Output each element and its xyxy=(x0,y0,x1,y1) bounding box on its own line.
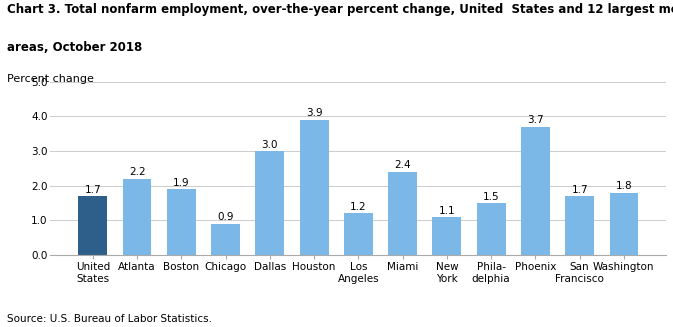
Text: 1.2: 1.2 xyxy=(350,202,367,212)
Text: 3.0: 3.0 xyxy=(262,140,278,150)
Bar xyxy=(610,193,638,255)
Text: Source: U.S. Bureau of Labor Statistics.: Source: U.S. Bureau of Labor Statistics. xyxy=(7,314,212,324)
Bar xyxy=(299,120,328,255)
Text: 1.8: 1.8 xyxy=(616,181,632,191)
Bar xyxy=(211,224,240,255)
Bar xyxy=(433,217,461,255)
Text: 2.4: 2.4 xyxy=(394,161,411,170)
Text: 1.7: 1.7 xyxy=(85,185,101,195)
Bar xyxy=(565,196,594,255)
Text: 3.9: 3.9 xyxy=(306,109,322,118)
Text: 2.2: 2.2 xyxy=(129,167,145,178)
Bar xyxy=(167,189,196,255)
Bar xyxy=(79,196,107,255)
Text: Chart 3. Total nonfarm employment, over-the-year percent change, United  States : Chart 3. Total nonfarm employment, over-… xyxy=(7,3,673,16)
Bar xyxy=(344,214,373,255)
Text: 1.9: 1.9 xyxy=(173,178,190,188)
Text: 1.5: 1.5 xyxy=(483,192,499,202)
Text: Percent change: Percent change xyxy=(7,74,94,84)
Bar xyxy=(476,203,505,255)
Text: 1.1: 1.1 xyxy=(439,206,455,215)
Bar xyxy=(388,172,417,255)
Text: 1.7: 1.7 xyxy=(571,185,588,195)
Bar xyxy=(122,179,151,255)
Text: 0.9: 0.9 xyxy=(217,213,234,222)
Text: areas, October 2018: areas, October 2018 xyxy=(7,41,142,54)
Text: 3.7: 3.7 xyxy=(527,115,544,126)
Bar xyxy=(256,151,284,255)
Bar xyxy=(521,127,550,255)
